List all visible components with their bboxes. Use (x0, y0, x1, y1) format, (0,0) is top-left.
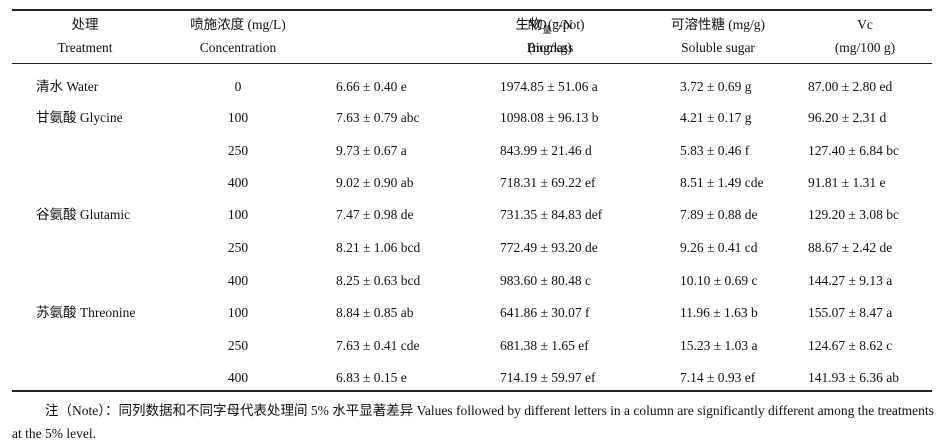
data-cell: 983.60 ± 80.48 c (500, 273, 592, 288)
data-cell: 96.20 ± 2.31 d (808, 110, 887, 125)
header-cell: 生物量 (g/pot) (515, 17, 585, 35)
data-cell: 714.19 ± 59.97 ef (500, 370, 596, 385)
header-cell: Soluble sugar (681, 40, 755, 55)
concentration-cell: 250 (227, 143, 249, 158)
header-cell: 可溶性糖 (mg/g) (670, 17, 766, 32)
treatment-label: 谷氨酸 Glutamic (36, 207, 131, 222)
data-cell: 1098.08 ± 96.13 b (500, 110, 599, 125)
treatment-label: 甘氨酸 Glycine (36, 110, 123, 125)
data-cell: 6.83 ± 0.15 e (336, 370, 407, 385)
header-cell: NO₃⁻-N (527, 17, 573, 32)
data-cell: 7.47 ± 0.98 de (336, 207, 414, 222)
data-cell: 641.86 ± 30.07 f (500, 305, 590, 320)
header-cell: (mg/kg) (528, 40, 572, 55)
concentration-cell: 250 (227, 240, 249, 255)
data-cell: 9.26 ± 0.41 cd (680, 240, 758, 255)
data-cell: 5.83 ± 0.46 f (680, 143, 750, 158)
bottom-rule (12, 390, 932, 392)
data-cell: 7.89 ± 0.88 de (680, 207, 758, 222)
data-cell: 731.35 ± 84.83 def (500, 207, 603, 222)
data-cell: 155.07 ± 8.47 a (808, 305, 893, 320)
header-cell: Treatment (57, 40, 113, 55)
data-cell: 681.38 ± 1.65 ef (500, 338, 589, 353)
data-cell: 9.73 ± 0.67 a (336, 143, 407, 158)
data-cell: 9.02 ± 0.90 ab (336, 175, 414, 190)
data-cell: 8.51 ± 1.49 cde (680, 175, 764, 190)
header-cell: Concentration (199, 40, 277, 55)
data-cell: 718.31 ± 69.22 ef (500, 175, 596, 190)
data-cell: 15.23 ± 1.03 a (680, 338, 758, 353)
data-cell: 7.14 ± 0.93 ef (680, 370, 756, 385)
data-cell: 1974.85 ± 51.06 a (500, 79, 598, 94)
concentration-cell: 0 (234, 79, 242, 94)
header-rule (12, 63, 932, 64)
header-cell: (mg/100 g) (834, 40, 896, 55)
top-rule (12, 9, 932, 11)
data-cell: 11.96 ± 1.63 b (680, 305, 758, 320)
concentration-cell: 100 (227, 110, 249, 125)
data-cell: 843.99 ± 21.46 d (500, 143, 592, 158)
header-cell: Vc (857, 17, 873, 32)
data-cell: 10.10 ± 0.69 c (680, 273, 758, 288)
data-cell: 3.72 ± 0.69 g (680, 79, 752, 94)
header-cell: 处理 (71, 17, 99, 32)
treatment-label: 苏氨酸 Threonine (36, 305, 136, 320)
data-cell: 141.93 ± 6.36 ab (808, 370, 900, 385)
concentration-cell: 100 (227, 207, 249, 222)
data-cell: 8.84 ± 0.85 ab (336, 305, 414, 320)
data-cell: 127.40 ± 6.84 bc (808, 143, 900, 158)
concentration-cell: 400 (227, 273, 249, 288)
concentration-cell: 250 (227, 338, 249, 353)
concentration-cell: 400 (227, 370, 249, 385)
header-cell: 喷施浓度 (mg/L) (190, 17, 286, 32)
data-cell: 88.67 ± 2.42 de (808, 240, 893, 255)
data-cell: 144.27 ± 9.13 a (808, 273, 893, 288)
data-cell: 6.66 ± 0.40 e (336, 79, 407, 94)
concentration-cell: 400 (227, 175, 249, 190)
data-cell: 8.25 ± 0.63 bcd (336, 273, 421, 288)
data-cell: 4.21 ± 0.17 g (680, 110, 752, 125)
treatment-label: 清水 Water (36, 79, 99, 94)
data-cell: 124.67 ± 8.62 c (808, 338, 893, 353)
footnote: 注（Note）：同列数据和不同字母代表处理间 5% 水平显著差异 Values … (12, 403, 934, 441)
header-cell: Biomass (526, 40, 574, 55)
data-cell: 8.21 ± 1.06 bcd (336, 240, 421, 255)
data-cell: 91.81 ± 1.31 e (808, 175, 886, 190)
data-cell: 7.63 ± 0.79 abc (336, 110, 420, 125)
data-cell: 772.49 ± 93.20 de (500, 240, 598, 255)
data-cell: 129.20 ± 3.08 bc (808, 207, 900, 222)
data-cell: 7.63 ± 0.41 cde (336, 338, 420, 353)
data-cell: 87.00 ± 2.80 ed (808, 79, 893, 94)
concentration-cell: 100 (227, 305, 249, 320)
